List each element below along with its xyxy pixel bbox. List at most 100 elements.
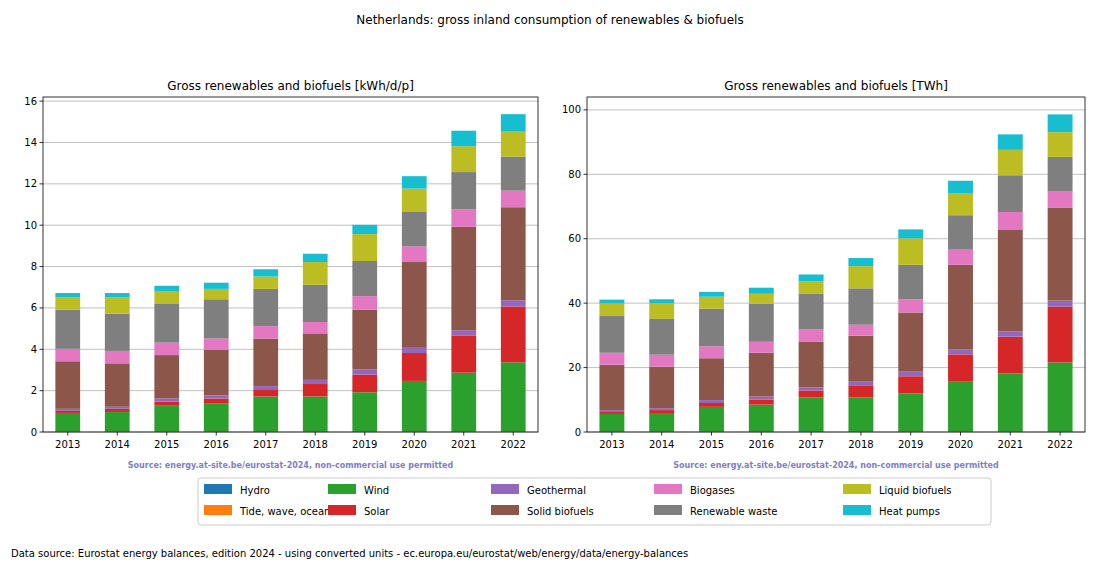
x-tick-label: 2022 xyxy=(501,439,526,450)
bar xyxy=(1048,191,1073,207)
bar xyxy=(948,349,973,354)
bar xyxy=(204,404,229,432)
legend-swatch xyxy=(491,505,519,515)
bar xyxy=(898,229,923,238)
legend-swatch xyxy=(843,505,871,515)
bar xyxy=(352,261,377,296)
bar xyxy=(848,266,873,288)
bar xyxy=(105,363,130,406)
bar xyxy=(352,392,377,431)
bar xyxy=(55,361,80,409)
bars xyxy=(55,114,525,432)
legend-box xyxy=(198,478,991,525)
bar xyxy=(1048,132,1073,157)
suptitle: Netherlands: gross inland consumption of… xyxy=(356,13,743,27)
bar xyxy=(749,288,774,294)
bar xyxy=(998,332,1023,337)
bar xyxy=(303,254,328,262)
bar xyxy=(799,341,824,387)
bar xyxy=(55,409,80,411)
x-tick-label: 2020 xyxy=(402,439,427,450)
bar xyxy=(352,296,377,309)
bar xyxy=(451,335,476,372)
chart-title: Gross renewables and biofuels [TWh] xyxy=(724,79,948,93)
bar xyxy=(799,398,824,432)
bar xyxy=(451,330,476,335)
bar xyxy=(253,326,278,338)
bar xyxy=(898,238,923,264)
x-tick xyxy=(761,432,762,436)
bar xyxy=(848,288,873,324)
bar xyxy=(898,376,923,393)
bar xyxy=(649,355,674,367)
bar xyxy=(303,380,328,384)
bar xyxy=(699,292,724,297)
legend-label: Liquid biofuels xyxy=(879,485,952,496)
bar xyxy=(998,134,1023,149)
bar xyxy=(55,293,80,297)
bar xyxy=(303,322,328,333)
bar xyxy=(649,408,674,410)
bar xyxy=(699,407,724,432)
bar xyxy=(154,406,179,432)
bar xyxy=(501,114,526,132)
y-tick-label: 100 xyxy=(562,104,581,115)
bar xyxy=(154,303,179,342)
y-tick xyxy=(40,266,44,267)
bar xyxy=(649,367,674,409)
y-tick-label: 4 xyxy=(31,344,37,355)
footer: Data source: Eurostat energy balances, e… xyxy=(11,548,688,559)
figure: Netherlands: gross inland consumption of… xyxy=(0,0,1100,572)
x-tick xyxy=(364,432,365,436)
y-tick-label: 80 xyxy=(568,169,581,180)
x-tick xyxy=(910,432,911,436)
y-tick xyxy=(40,225,44,226)
bar xyxy=(501,157,526,191)
bar xyxy=(55,411,80,413)
bar xyxy=(402,176,427,188)
bar xyxy=(948,215,973,249)
bar xyxy=(699,403,724,407)
grid-line xyxy=(43,101,538,102)
bar xyxy=(1048,157,1073,191)
frame xyxy=(43,97,538,432)
bar xyxy=(1048,114,1073,132)
x-tick-label: 2016 xyxy=(204,439,229,450)
x-tick-label: 2020 xyxy=(948,439,973,450)
bar xyxy=(749,304,774,342)
bar xyxy=(848,258,873,266)
y-tick xyxy=(40,142,44,143)
bar xyxy=(204,299,229,338)
bar xyxy=(402,262,427,348)
bar xyxy=(848,385,873,397)
x-tick-label: 2018 xyxy=(303,439,328,450)
x-tick xyxy=(166,432,167,436)
legend-label: Heat pumps xyxy=(879,506,940,517)
bar xyxy=(154,343,179,355)
x-tick-label: 2019 xyxy=(352,439,377,450)
bar xyxy=(848,325,873,336)
bar xyxy=(402,211,427,246)
x-tick xyxy=(1060,432,1061,436)
bar xyxy=(105,407,130,409)
x-tick xyxy=(860,432,861,436)
bar xyxy=(699,309,724,347)
bar xyxy=(204,395,229,398)
bar xyxy=(948,250,973,265)
y-tick-label: 0 xyxy=(31,427,37,438)
legend-label: Solid biofuels xyxy=(527,506,594,517)
legend-swatch xyxy=(843,484,871,494)
bar xyxy=(105,293,130,297)
y-tick xyxy=(40,432,44,433)
x-tick xyxy=(1010,432,1011,436)
frame xyxy=(587,97,1085,432)
x-tick xyxy=(513,432,514,436)
legend-swatch xyxy=(204,484,232,494)
bar xyxy=(998,175,1023,212)
bar xyxy=(948,382,973,432)
x-tick-label: 2021 xyxy=(451,439,476,450)
bar xyxy=(55,297,80,309)
y-tick xyxy=(584,367,588,368)
bar xyxy=(253,386,278,389)
bar xyxy=(451,209,476,227)
